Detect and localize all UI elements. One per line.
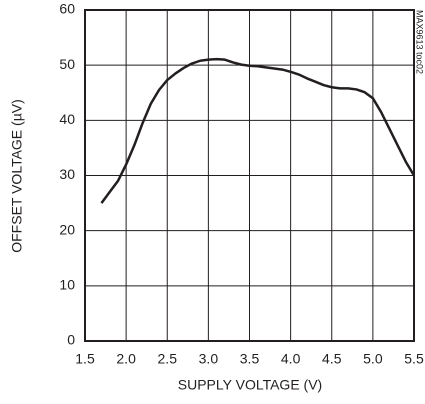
y-tick-label: 50 (59, 56, 75, 72)
x-tick-label: 4.0 (281, 351, 301, 367)
y-tick-label: 10 (59, 277, 75, 293)
data-line (100, 57, 416, 204)
figure-code: MAX9613 toc02 (415, 10, 425, 74)
x-tick-label: 2.0 (116, 351, 136, 367)
x-tick-label: 2.5 (158, 351, 178, 367)
y-tick-label: 0 (67, 332, 75, 348)
y-tick-label: 30 (59, 166, 75, 182)
x-tick-label: 3.5 (240, 351, 260, 367)
y-tick-label: 60 (59, 1, 75, 17)
y-axis-label: OFFSET VOLTAGE (µV) (9, 99, 25, 253)
x-tick-label: 4.5 (322, 351, 342, 367)
y-tick-label: 20 (59, 221, 75, 237)
x-tick-label: 3.0 (199, 351, 219, 367)
x-tick-label: 1.5 (75, 351, 95, 367)
y-tick-label: 40 (59, 111, 75, 127)
x-axis-label: SUPPLY VOLTAGE (V) (178, 377, 322, 393)
x-tick-label: 5.0 (363, 351, 383, 367)
x-tick-label: 5.5 (404, 351, 424, 367)
